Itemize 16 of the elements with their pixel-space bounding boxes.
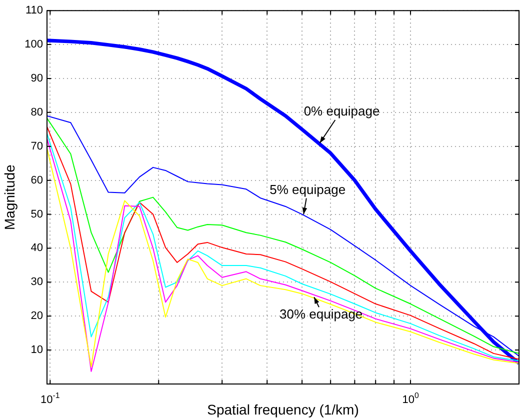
y-tick-label: 50 <box>30 208 43 220</box>
annotation: 5% equipage <box>270 182 346 197</box>
annotation: 30% equipage <box>280 306 363 322</box>
y-tick-label: 40 <box>30 242 43 254</box>
y-tick-label: 10 <box>30 344 43 356</box>
y-tick-label: 100 <box>24 38 43 51</box>
y-tick-label: 90 <box>30 72 43 85</box>
annotation: 0% equipage <box>304 104 380 119</box>
y-tick-label: 110 <box>25 4 43 17</box>
y-tick-label: 80 <box>30 106 43 118</box>
x-axis-title: Spatial frequency (1/km) <box>207 401 359 418</box>
y-tick-label: 60 <box>30 174 43 186</box>
y-tick-label: 70 <box>30 140 43 152</box>
y-axis-title: Magnitude <box>1 164 18 230</box>
y-tick-label: 30 <box>30 276 43 288</box>
y-tick-label: 20 <box>30 310 43 322</box>
